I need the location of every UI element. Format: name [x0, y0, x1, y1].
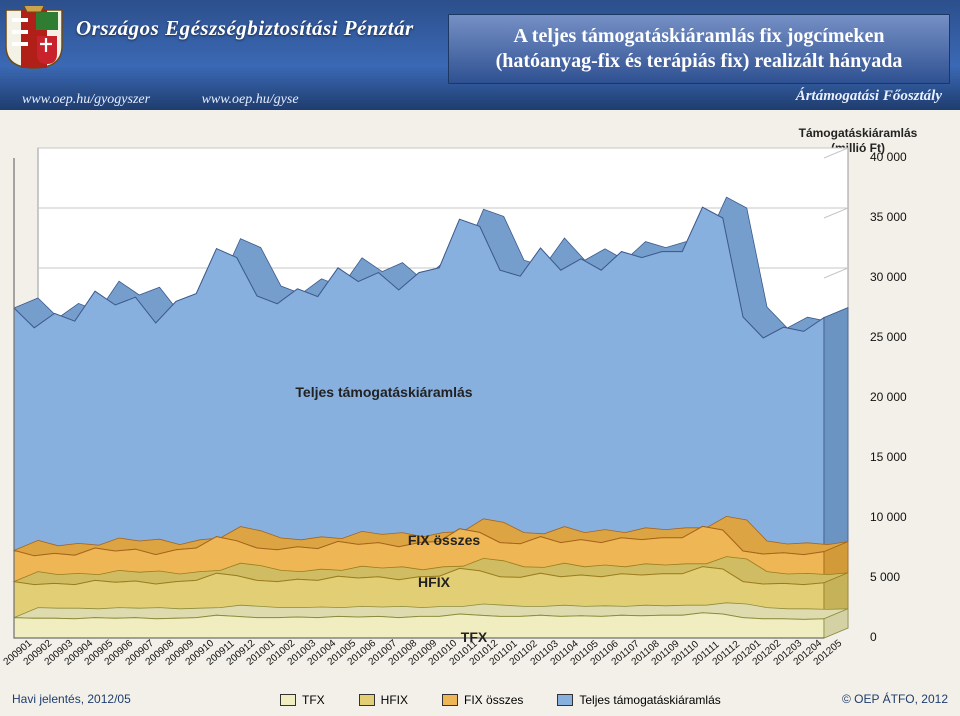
area-chart: Támogatáskiáramlás (millió Ft) 05 00010 …	[4, 128, 952, 668]
y-tick: 40 000	[870, 150, 930, 164]
title-line-2: (hatóanyag-fix és terápiás fix) realizál…	[496, 49, 903, 74]
series-label: TFX	[444, 629, 504, 645]
series-label: HFIX	[394, 574, 474, 590]
series-label: FIX összes	[384, 532, 504, 548]
footer: Havi jelentés, 2012/05 © OEP ÁTFO, 2012	[0, 690, 960, 714]
header-links: www.oep.hu/gyogyszer www.oep.hu/gyse	[22, 92, 347, 108]
y-tick: 30 000	[870, 270, 930, 284]
title-line-1: A teljes támogatáskiáramlás fix jogcímek…	[513, 24, 884, 49]
series-label: Teljes támogatáskiáramlás	[254, 384, 514, 400]
y-tick: 20 000	[870, 390, 930, 404]
url-gyogyszer[interactable]: www.oep.hu/gyogyszer	[22, 92, 150, 107]
y-tick: 15 000	[870, 450, 930, 464]
y-tick: 35 000	[870, 210, 930, 224]
y-tick: 25 000	[870, 330, 930, 344]
y-tick: 0	[870, 630, 930, 644]
url-gyse[interactable]: www.oep.hu/gyse	[202, 92, 299, 107]
footer-left: Havi jelentés, 2012/05	[12, 692, 131, 706]
header-banner: Országos Egészségbiztosítási Pénztár www…	[0, 0, 960, 110]
org-name: Országos Egészségbiztosítási Pénztár	[76, 16, 414, 41]
y-tick: 5 000	[870, 570, 930, 584]
title-panel: A teljes támogatáskiáramlás fix jogcímek…	[448, 14, 950, 84]
crest-icon	[4, 6, 64, 70]
footer-right: © OEP ÁTFO, 2012	[842, 692, 948, 706]
department-name: Ártámogatási Főosztály	[796, 88, 942, 105]
y-tick: 10 000	[870, 510, 930, 524]
